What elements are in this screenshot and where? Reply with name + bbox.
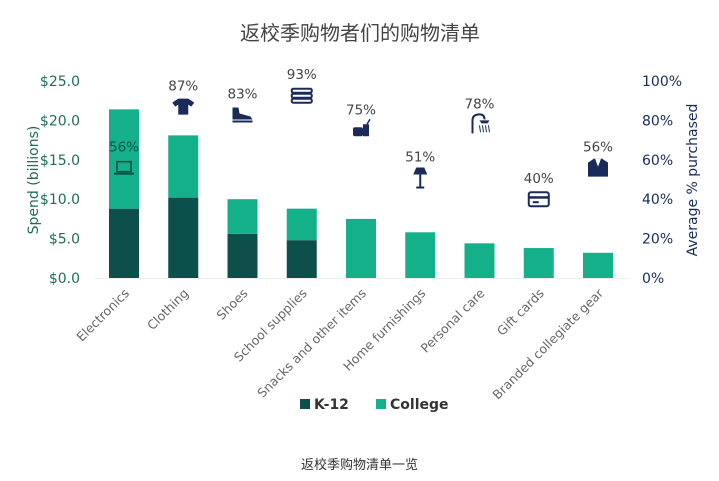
bar-k-12 [227,233,258,278]
bar-college [346,218,376,278]
sneaker-sole [232,120,253,123]
book [290,97,313,104]
y2-tick-label: 0% [642,271,664,287]
credit-card-icon [527,191,550,208]
percent-label: 93% [287,67,317,83]
bar-college [523,248,554,278]
book [290,92,313,99]
water [485,125,487,133]
blazer [588,158,608,177]
y-tick-label: $25.0 [40,74,80,90]
bar-k-12 [109,208,139,278]
x-tick-label: Gift cards [494,286,547,339]
shower-pipe [471,113,486,134]
percent-label: 83% [227,86,257,102]
laptop-base [114,172,134,175]
figure-caption: 返校季购物清单一览 [300,458,418,473]
percent-label: 56% [109,140,139,156]
legend-label: College [390,397,449,413]
shower-head [479,120,490,124]
blazer-icon [588,158,608,177]
blazer-collar [595,158,601,167]
y-axis-label: Spend (billions) [26,126,42,235]
drink [363,124,369,137]
chart: 返校季购物者们的购物清单 $0.0 $5.0 $10.0 $15.0 $20.0 $25.0… [26,21,701,413]
percent-label: 56% [583,140,613,156]
bar-k-12 [286,240,317,278]
percent-label: 51% [405,150,435,166]
y2-tick-label: 60% [642,153,673,169]
laptop-screen [116,160,132,173]
y-tick-label: $15.0 [40,153,80,169]
burger [353,127,363,137]
bar-college [405,232,436,278]
bar-college [168,135,199,198]
bar-k-12 [168,197,199,278]
legend-swatch [376,399,386,409]
sneaker-icon [232,107,253,123]
shower-icon [471,113,490,134]
bar-college [109,109,139,209]
lamp-pole [419,174,422,187]
bar-college [286,208,317,241]
bar-college [227,199,258,234]
y2-tick-label: 80% [642,113,673,129]
water [479,125,481,133]
y-tick-label: $0.0 [49,271,80,287]
percent-label: 78% [464,96,494,112]
card-stripe [528,196,549,199]
percent-label: 40% [524,171,554,187]
y-tick-label: $10.0 [40,192,80,208]
percent-label: 75% [346,102,376,118]
lamp-icon [413,167,428,189]
y2-tick-label: 20% [642,232,673,248]
bar-college [464,243,495,278]
books-icon [290,87,313,104]
card [527,191,550,208]
bar-college [583,252,613,278]
y2-tick-label: 40% [642,192,673,208]
y-tick-label: $20.0 [40,113,80,129]
straw [366,118,371,125]
sneaker-shape [232,107,253,120]
x-tick-label: Clothing [144,286,191,333]
percent-label: 87% [168,79,198,95]
lamp-shade [413,167,428,175]
y2-tick-label: 100% [642,74,682,90]
tshirt-icon [172,98,195,115]
x-tick-label: Shoes [213,286,250,323]
chart-title: 返校季购物者们的购物清单 [240,21,480,45]
water [488,125,490,133]
legend-label: K-12 [314,397,349,413]
burger-drink-icon [353,118,371,137]
lamp-base [416,186,425,189]
water [482,125,484,133]
laptop-icon [114,160,134,175]
legend-swatch [300,399,310,409]
x-tick-label: Electronics [73,286,132,345]
tshirt-shape [172,98,195,115]
card-chip [532,201,539,204]
book [290,87,313,94]
x-tick-label: Snacks and other items [254,286,369,401]
y2-axis-label: Average % purchased [685,104,701,257]
x-tick-label: Branded collegiate gear [489,285,606,402]
y-tick-label: $5.0 [49,232,80,248]
